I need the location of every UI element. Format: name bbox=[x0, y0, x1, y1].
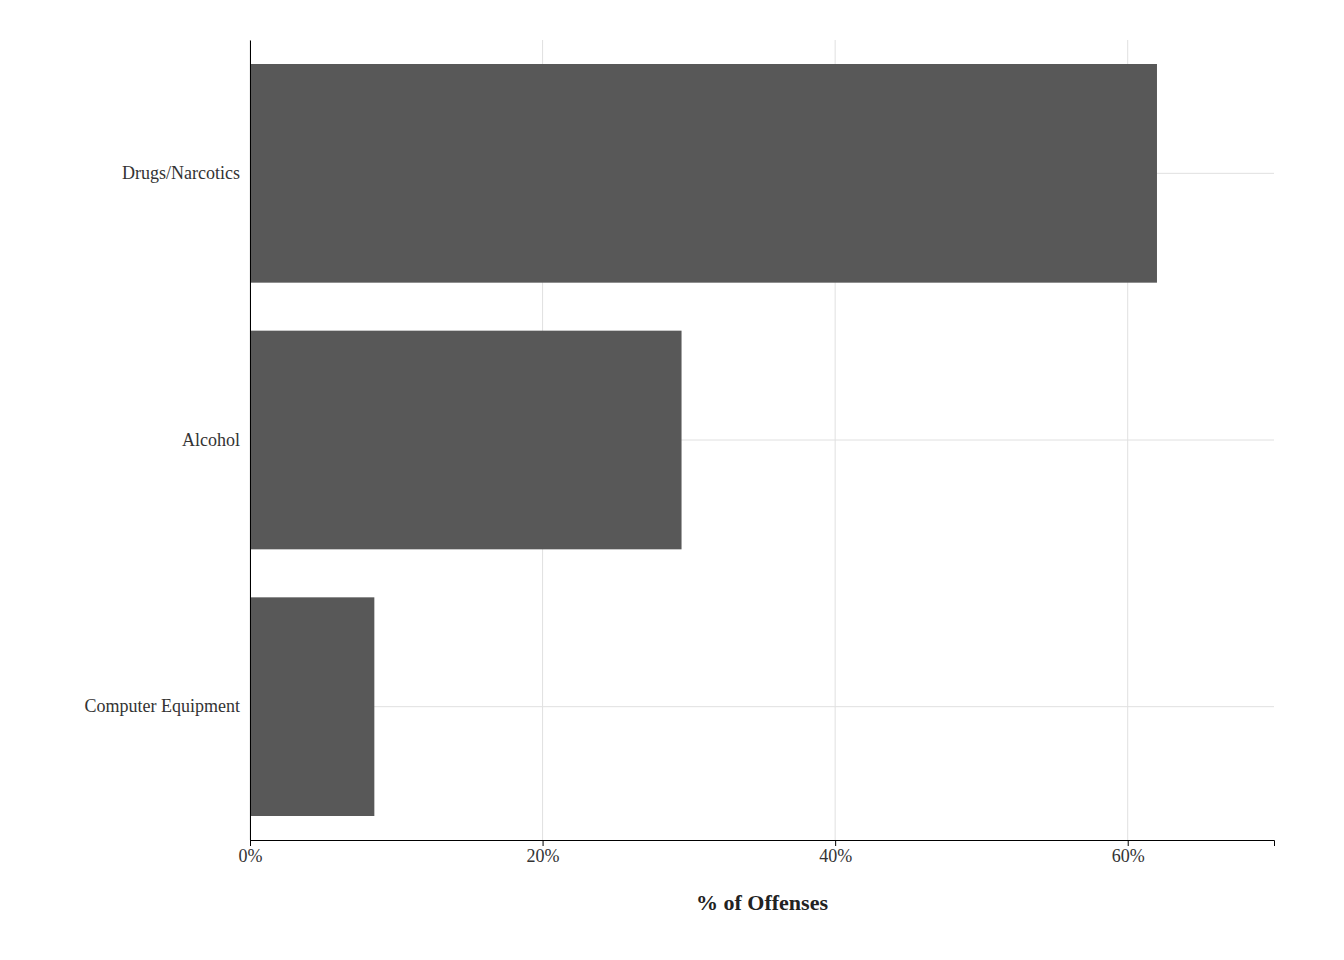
tick-label: 0% bbox=[239, 846, 263, 866]
bars bbox=[250, 64, 1157, 816]
tick: Drugs/Narcotics bbox=[122, 163, 250, 183]
tick-label: Computer Equipment bbox=[85, 696, 240, 716]
tick: 40% bbox=[819, 840, 852, 866]
grid bbox=[250, 40, 1274, 840]
x-axis-title: % of Offenses bbox=[696, 890, 828, 915]
chart: 0% 20% 40% 60% Computer Equipment Alcohol Drug… bbox=[0, 0, 1344, 960]
grid-line bbox=[250, 706, 1274, 707]
value-axis: 0% 20% 40% 60% bbox=[239, 840, 1275, 866]
plot-area: 0% 20% 40% 60% Computer Equipment Alcohol Drug… bbox=[85, 40, 1275, 915]
tick: 20% bbox=[527, 840, 560, 866]
tick-label: 20% bbox=[527, 846, 560, 866]
tick: 60% bbox=[1112, 840, 1145, 866]
tick-label: Drugs/Narcotics bbox=[122, 163, 240, 183]
tick-label: 60% bbox=[1112, 846, 1145, 866]
bar bbox=[250, 64, 1157, 283]
category-axis: Computer Equipment Alcohol Drugs/Narcotics bbox=[85, 41, 251, 841]
tick: Computer Equipment bbox=[85, 696, 250, 716]
tick-label: 40% bbox=[819, 846, 852, 866]
bar bbox=[250, 331, 682, 550]
tick: 0% bbox=[239, 840, 263, 866]
tick-label: Alcohol bbox=[182, 430, 240, 450]
grid-line bbox=[250, 40, 251, 840]
tick: Alcohol bbox=[182, 430, 250, 450]
category-axis-line bbox=[250, 41, 251, 841]
bar bbox=[250, 597, 374, 816]
